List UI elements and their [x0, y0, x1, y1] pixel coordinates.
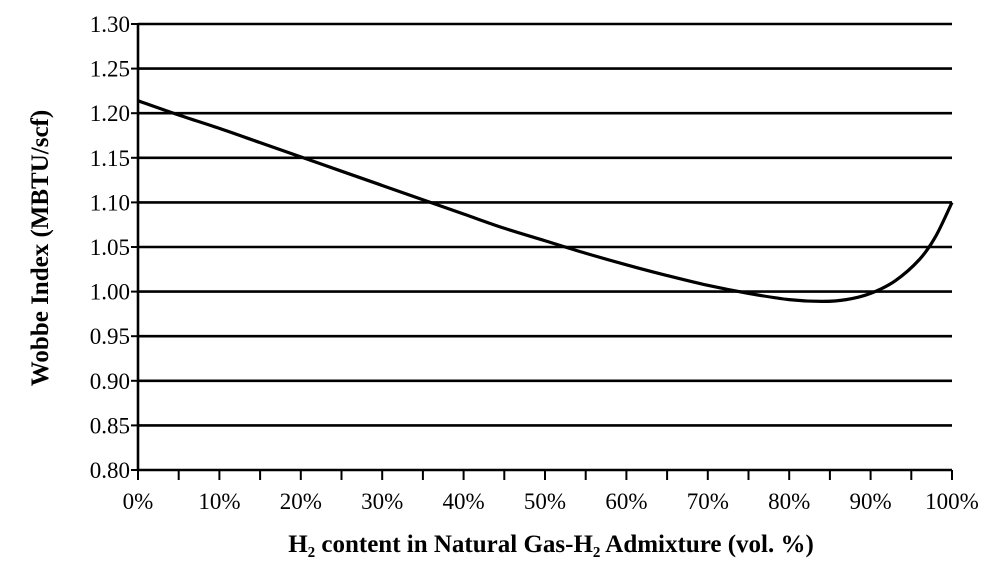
x-tick-label: 80%	[768, 489, 810, 514]
y-axis-title: Wobbe Index (MBTU/scf)	[27, 110, 54, 386]
x-tick-label: 30%	[361, 489, 403, 514]
x-axis-title: H₂ content in Natural Gas-H₂ Admixture (…	[288, 531, 814, 558]
x-tick-label: 60%	[605, 489, 647, 514]
x-tick-label: 90%	[850, 489, 892, 514]
y-tick-label: 0.95	[90, 324, 130, 349]
y-tick-label: 1.10	[90, 190, 130, 215]
x-tick-label: 100%	[925, 489, 979, 514]
y-tick-label: 0.90	[90, 369, 130, 394]
x-tick-label: 10%	[198, 489, 240, 514]
x-tick-label: 70%	[687, 489, 729, 514]
x-tick-label: 50%	[524, 489, 566, 514]
series-layer	[137, 99, 954, 304]
y-tick-label: 1.15	[90, 146, 130, 171]
y-tick-label: 1.00	[90, 280, 130, 305]
gridlines	[138, 22, 952, 427]
y-ticks: 0.80 0.85 0.90 0.95 1.00 1.05 1.10 1.15 1.20 1.25…	[90, 12, 138, 483]
x-tick-label: 20%	[280, 489, 322, 514]
x-ticks: 0% 10% 20% 30% 40% 50% 60% 70% 80% 90% 100%	[123, 470, 979, 514]
x-tick-label: 40%	[443, 489, 485, 514]
y-tick-label: 0.85	[90, 413, 130, 438]
y-tick-label: 1.25	[90, 57, 130, 82]
x-tick-label: 0%	[123, 489, 154, 514]
y-tick-label: 0.80	[90, 458, 130, 483]
y-tick-label: 1.20	[90, 101, 130, 126]
series-line-0	[137, 99, 954, 304]
y-tick-label: 1.30	[90, 12, 130, 37]
y-tick-label: 1.05	[90, 235, 130, 260]
